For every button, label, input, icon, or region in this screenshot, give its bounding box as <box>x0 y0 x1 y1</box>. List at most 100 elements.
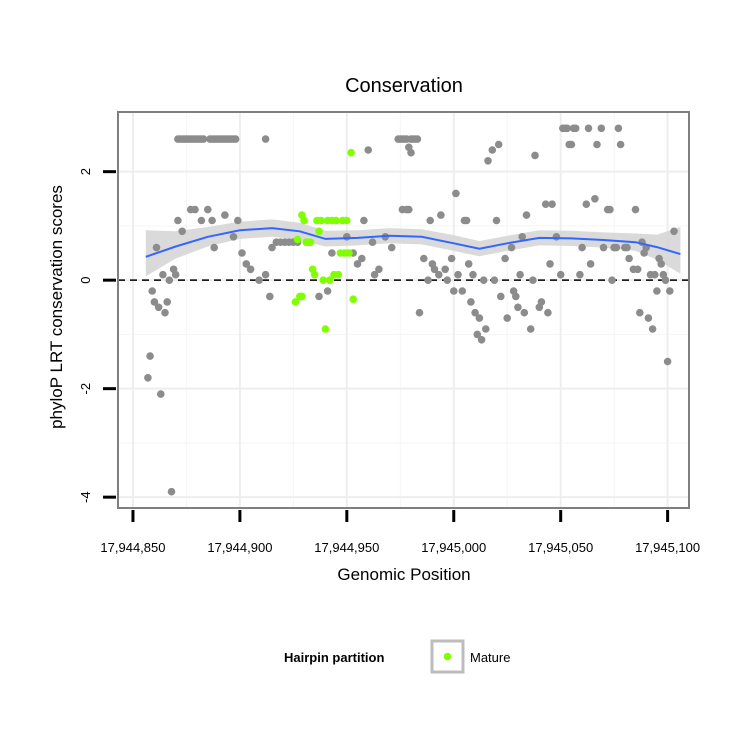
data-point-other <box>623 243 631 252</box>
data-point-other <box>221 211 229 219</box>
data-point-other <box>447 254 456 263</box>
data-point-other <box>199 135 208 143</box>
data-point-other <box>210 243 218 252</box>
data-point-other <box>415 308 424 317</box>
data-point-other <box>464 260 473 268</box>
data-point-other <box>666 287 674 295</box>
data-point-other <box>482 325 490 333</box>
data-point-other <box>571 124 580 133</box>
data-point-other <box>159 270 167 279</box>
data-point-mature <box>310 270 319 279</box>
data-point-other <box>529 276 537 285</box>
data-point-other <box>167 487 176 496</box>
data-point-other <box>242 260 251 268</box>
data-point-other <box>507 243 516 252</box>
x-tick-label: 17,944,850 <box>100 540 165 555</box>
data-point-mature <box>334 270 343 279</box>
data-point-other <box>238 249 246 257</box>
data-point-other <box>229 233 238 241</box>
data-point-other <box>146 352 154 360</box>
data-point-other <box>608 276 616 285</box>
data-point-other <box>586 260 595 268</box>
data-point-other <box>546 260 554 268</box>
data-point-other <box>441 265 450 274</box>
data-point-other <box>261 135 270 143</box>
data-point-other <box>663 357 672 366</box>
data-point-other <box>420 254 428 263</box>
data-point-other <box>353 260 362 268</box>
data-point-other <box>148 287 156 295</box>
data-point-other <box>599 243 608 252</box>
data-point-other <box>426 216 435 225</box>
data-point-other <box>435 270 443 279</box>
legend-label-mature: Mature <box>470 650 510 665</box>
data-point-other <box>488 146 497 154</box>
data-point-other <box>644 314 653 322</box>
data-point-other <box>469 270 477 279</box>
data-point-mature <box>345 249 353 257</box>
data-point-other <box>157 390 165 398</box>
data-point-other <box>563 124 571 133</box>
data-point-other <box>657 260 665 268</box>
data-point-other <box>631 205 640 214</box>
data-point-other <box>150 298 159 306</box>
data-point-other <box>358 254 366 263</box>
grid-lines <box>118 112 689 508</box>
x-tick-label: 17,945,000 <box>421 540 486 555</box>
data-point-other <box>467 298 475 306</box>
data-point-other <box>437 211 445 219</box>
data-point-mature <box>319 276 328 285</box>
data-point-other <box>537 298 546 306</box>
data-point-other <box>576 270 584 279</box>
data-point-mature <box>306 238 315 246</box>
data-point-other <box>430 265 439 274</box>
data-point-other <box>255 276 263 285</box>
data-point-other <box>364 146 373 154</box>
smooth-confidence-band <box>145 219 681 277</box>
x-tick-label: 17,945,100 <box>635 540 700 555</box>
data-point-mature <box>317 216 326 225</box>
data-point-other <box>161 308 169 317</box>
data-point-other <box>370 270 379 279</box>
data-point-other <box>343 233 351 241</box>
data-point-other <box>328 249 336 257</box>
data-point-other <box>178 227 186 236</box>
data-point-other <box>479 276 488 285</box>
smooth-trend-line <box>145 227 681 258</box>
data-point-other <box>612 243 621 252</box>
data-point-other <box>556 270 565 279</box>
chart-title: Conservation <box>345 75 463 97</box>
data-point-other <box>497 292 505 301</box>
data-point-other <box>606 205 614 214</box>
data-point-other <box>368 238 377 246</box>
y-axis-title: phyloP LRT conservation scores <box>47 185 66 429</box>
x-axis: 17,944,850 17,944,900 17,944,950 17,945,000… <box>100 510 700 555</box>
data-point-other <box>458 287 467 295</box>
data-point-mature <box>293 235 302 244</box>
data-point-other <box>516 270 524 279</box>
data-point-other <box>452 189 460 198</box>
data-point-mature <box>298 292 306 301</box>
data-point-other <box>246 265 255 274</box>
data-point-other <box>584 124 593 133</box>
data-point-other <box>597 124 606 133</box>
data-point-other <box>315 292 323 301</box>
data-point-other <box>268 243 276 252</box>
data-point-other <box>323 287 332 295</box>
y-tick-label: -4 <box>78 491 93 503</box>
data-point-other <box>625 254 633 263</box>
data-point-other <box>614 124 623 133</box>
data-point-other <box>387 243 396 252</box>
data-point-other <box>518 233 526 241</box>
y-tick-label: 0 <box>78 277 93 284</box>
data-point-mature <box>321 325 330 333</box>
y-axis: -4 -2 0 2 <box>78 168 116 503</box>
data-point-other <box>454 270 462 279</box>
data-point-other <box>360 216 368 225</box>
data-point-mature <box>349 295 358 304</box>
data-point-mature <box>315 227 323 236</box>
data-point-other <box>616 140 625 149</box>
data-point-other <box>407 148 415 157</box>
data-point-other <box>651 270 659 279</box>
